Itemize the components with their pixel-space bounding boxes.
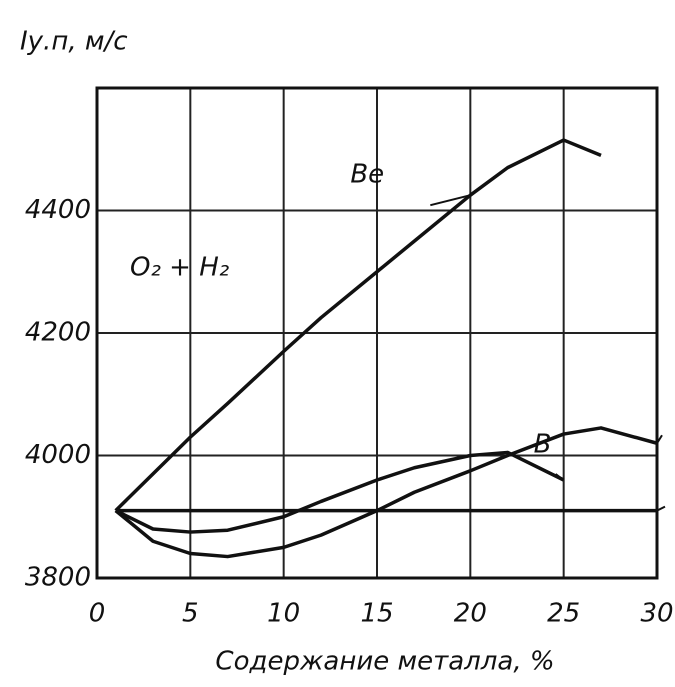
label-leader [656, 434, 663, 444]
label-leader [656, 505, 666, 512]
label-leader [430, 194, 471, 207]
x-tick-label: 25 [547, 599, 580, 629]
series-line [114, 138, 602, 512]
series-line [114, 426, 658, 559]
series-line [114, 450, 565, 534]
x-tick-label: 5 [182, 599, 199, 629]
series-label: Be [350, 160, 384, 190]
plot-frame [95, 86, 659, 580]
x-axis-label: Содержание металла, % [215, 647, 554, 677]
y-tick-label: 4000 [25, 440, 91, 470]
x-tick-label: 10 [267, 599, 300, 629]
y-tick-label: 3800 [25, 563, 91, 593]
x-tick-label: 15 [360, 599, 393, 629]
series-label: B [534, 430, 552, 460]
y-tick-label: 4400 [25, 195, 91, 225]
y-axis-label: Iу.п, м/с [20, 27, 128, 57]
label-leader [555, 473, 565, 481]
annotation: O₂ + H₂ [130, 253, 229, 283]
x-tick-label: 20 [454, 599, 487, 629]
y-tick-label: 4200 [25, 318, 91, 348]
x-tick-label: 30 [640, 599, 673, 629]
x-tick-label: 0 [89, 599, 106, 629]
